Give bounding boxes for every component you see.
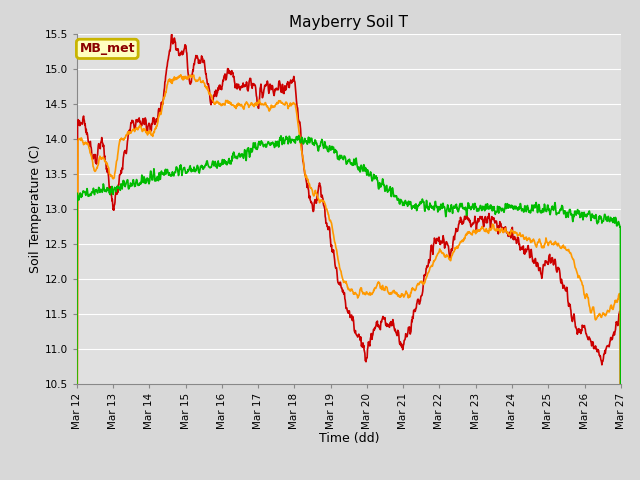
Line: Bottom: Bottom [77,135,621,480]
Top [434,237,442,243]
Top [195,57,202,62]
Bottom [180,165,188,170]
Bottom [255,141,262,146]
Middle [181,74,189,80]
Top [505,233,513,239]
Title: Mayberry Soil T: Mayberry Soil T [289,15,408,30]
Line: Top: Top [77,34,621,480]
X-axis label: Time (dd): Time (dd) [319,432,379,445]
Y-axis label: Soil Temperature (C): Soil Temperature (C) [29,144,42,273]
Top [553,268,561,274]
Middle [255,97,263,103]
Bottom [194,164,202,169]
Top [255,100,263,106]
Middle [434,252,442,257]
Middle [195,77,202,83]
Middle [505,231,513,237]
Bottom [505,205,513,211]
Top [168,31,175,37]
Bottom [553,212,561,217]
Text: MB_met: MB_met [79,42,135,55]
Bottom [434,206,442,212]
Bottom [295,132,303,138]
Line: Middle: Middle [77,75,621,480]
Top [181,42,189,48]
Middle [177,72,184,78]
Middle [553,241,561,247]
